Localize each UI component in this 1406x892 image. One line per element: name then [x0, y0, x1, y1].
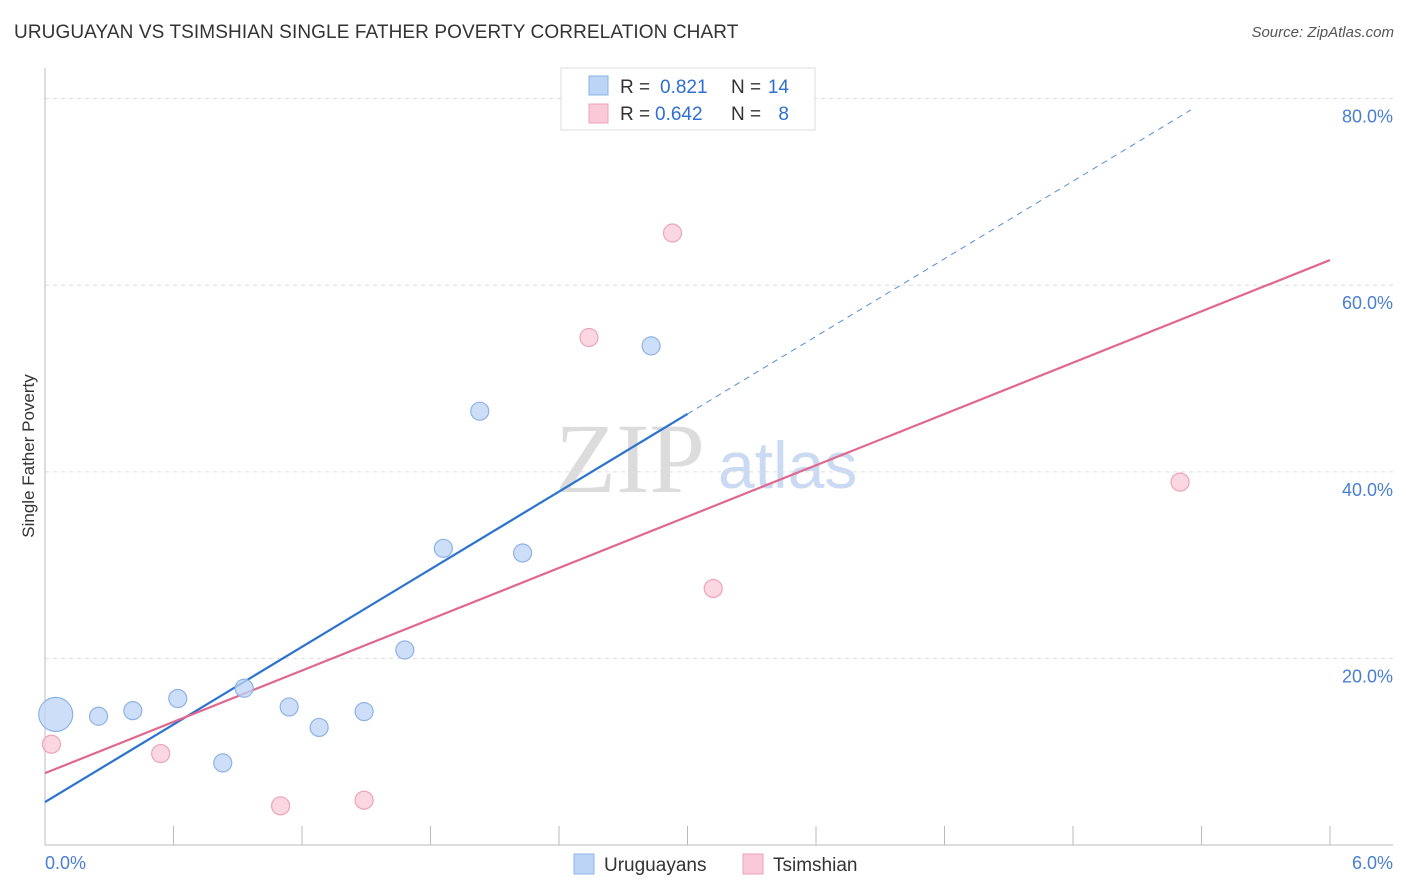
data-point-tsimshian	[354, 790, 374, 810]
watermark-zip: ZIP	[555, 403, 705, 514]
data-point-uruguayans	[395, 640, 415, 660]
legend-n-label-1: N =	[731, 77, 761, 98]
x-tick-label-min: 0.0%	[45, 853, 86, 873]
x-axis-ticks	[173, 826, 1331, 845]
trend-line-uruguayans	[44, 413, 689, 804]
y-tick-label: 40.0%	[1342, 480, 1393, 500]
legend-r-value-2: 0.642	[655, 104, 703, 125]
trend-lines	[44, 109, 1331, 804]
data-point-uruguayans	[38, 696, 74, 732]
y-tick-label: 80.0%	[1342, 107, 1393, 127]
bottom-legend-swatch-uruguayans	[573, 853, 595, 875]
data-point-uruguayans	[88, 706, 109, 726]
data-point-tsimshian	[703, 578, 723, 599]
y-tick-label: 60.0%	[1342, 293, 1393, 313]
correlation-legend: R = 0.821 N = 14 R = 0.642 N = 8	[560, 67, 816, 131]
trend-line-tsimshian	[44, 259, 1331, 775]
chart-title: URUGUAYAN VS TSIMSHIAN SINGLE FATHER POV…	[14, 22, 739, 43]
legend-n-value-1: 14	[768, 77, 790, 98]
data-point-tsimshian	[270, 796, 291, 816]
data-point-uruguayans	[354, 701, 374, 722]
legend-swatch-tsimshian	[588, 103, 609, 124]
legend-n-value-2: 8	[778, 104, 789, 125]
legend-n-label-2: N =	[731, 104, 761, 125]
bottom-legend-label-tsimshian: Tsimshian	[773, 855, 857, 876]
x-tick-label-max: 6.0%	[1352, 853, 1393, 873]
series-legend: Uruguayans Tsimshian	[573, 853, 857, 876]
y-tick-labels: 20.0% 40.0% 60.0% 80.0%	[1342, 107, 1393, 687]
data-point-tsimshian	[1170, 472, 1190, 492]
legend-swatch-uruguayans	[588, 75, 609, 96]
y-axis-title: Single Father Poverty	[19, 374, 38, 538]
source-credit: Source: ZipAtlas.com	[1251, 24, 1394, 41]
data-point-uruguayans	[512, 543, 533, 563]
data-point-uruguayans	[641, 336, 661, 356]
legend-r-label-1: R =	[620, 77, 650, 98]
data-point-tsimshian	[41, 734, 62, 754]
bottom-legend-swatch-tsimshian	[742, 853, 764, 875]
legend-r-label-2: R =	[620, 104, 650, 125]
data-points	[38, 223, 1190, 816]
data-point-uruguayans	[213, 753, 233, 773]
legend-r-value-1: 0.821	[660, 77, 708, 98]
trend-line-extension-uruguayans	[687, 109, 1192, 415]
data-point-tsimshian	[151, 743, 171, 764]
data-point-uruguayans	[309, 717, 329, 738]
data-point-uruguayans	[470, 401, 490, 421]
data-point-uruguayans	[123, 701, 143, 721]
y-tick-label: 20.0%	[1342, 666, 1393, 686]
watermark-atlas: atlas	[718, 428, 857, 502]
gridlines	[45, 98, 1393, 659]
data-point-uruguayans	[234, 678, 254, 698]
data-point-uruguayans	[279, 697, 299, 717]
bottom-legend-label-uruguayans: Uruguayans	[604, 855, 706, 876]
data-point-tsimshian	[662, 223, 683, 243]
data-point-tsimshian	[579, 327, 599, 348]
data-point-uruguayans	[433, 538, 453, 558]
data-point-uruguayans	[168, 688, 188, 709]
